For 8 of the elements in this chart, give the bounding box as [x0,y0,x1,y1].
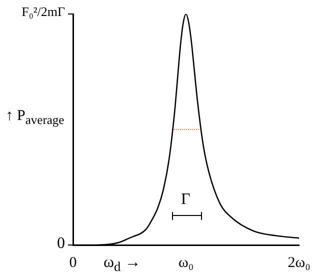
x-tick-label: ω₀ [178,254,194,271]
x-tick-label: 0 [69,254,77,271]
y-axis-title: ↑ P$_{average}$ [4,108,66,128]
annotation: Γ [181,191,190,210]
x-tick-label: 2ω₀ [288,254,310,271]
text: 0 [57,235,65,253]
text: F₀²/2mΓ [22,4,65,20]
x-axis-title: ω$_{d}$ → [104,254,141,276]
